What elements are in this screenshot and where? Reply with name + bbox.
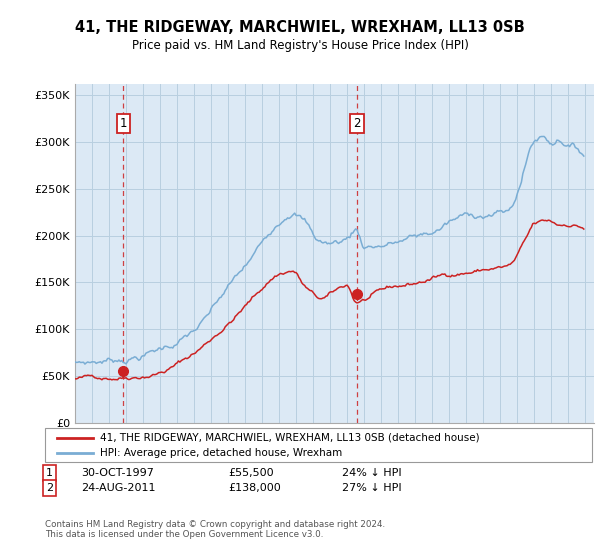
Text: HPI: Average price, detached house, Wrexham: HPI: Average price, detached house, Wrex… bbox=[100, 447, 343, 458]
Text: 24-AUG-2011: 24-AUG-2011 bbox=[81, 483, 155, 493]
Text: 1: 1 bbox=[119, 117, 127, 130]
Text: 27% ↓ HPI: 27% ↓ HPI bbox=[342, 483, 401, 493]
Text: 30-OCT-1997: 30-OCT-1997 bbox=[81, 468, 154, 478]
Text: 24% ↓ HPI: 24% ↓ HPI bbox=[342, 468, 401, 478]
Text: £138,000: £138,000 bbox=[228, 483, 281, 493]
Text: 1: 1 bbox=[46, 468, 53, 478]
Text: Price paid vs. HM Land Registry's House Price Index (HPI): Price paid vs. HM Land Registry's House … bbox=[131, 39, 469, 52]
Text: 2: 2 bbox=[46, 483, 53, 493]
Text: 2: 2 bbox=[353, 117, 361, 130]
Text: Contains HM Land Registry data © Crown copyright and database right 2024.
This d: Contains HM Land Registry data © Crown c… bbox=[45, 520, 385, 539]
Text: 41, THE RIDGEWAY, MARCHWIEL, WREXHAM, LL13 0SB (detached house): 41, THE RIDGEWAY, MARCHWIEL, WREXHAM, LL… bbox=[100, 433, 480, 443]
Text: 41, THE RIDGEWAY, MARCHWIEL, WREXHAM, LL13 0SB: 41, THE RIDGEWAY, MARCHWIEL, WREXHAM, LL… bbox=[75, 20, 525, 35]
Text: £55,500: £55,500 bbox=[228, 468, 274, 478]
